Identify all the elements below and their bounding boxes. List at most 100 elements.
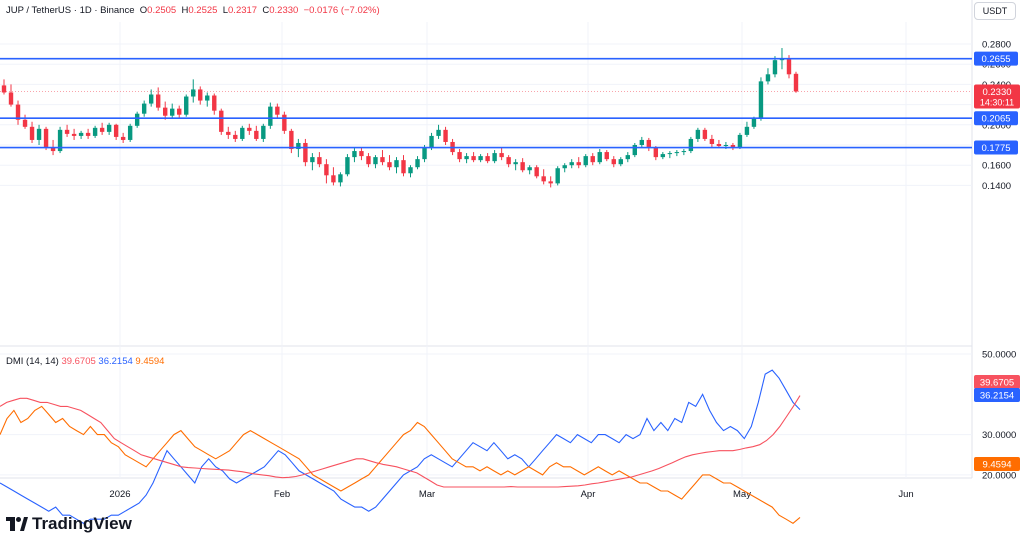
price-tick-label: 0.2000 <box>982 120 1011 131</box>
candle-body <box>366 156 371 165</box>
candle-body <box>499 153 504 158</box>
candle-body <box>485 156 490 162</box>
high-value: 0.2525 <box>188 5 218 16</box>
candle-body <box>71 133 77 136</box>
candle-body <box>702 129 708 139</box>
candle-body <box>555 168 560 184</box>
candle-body <box>793 73 799 92</box>
candle-body <box>226 131 231 135</box>
candle-body <box>597 152 602 163</box>
dmi-adx-value: 39.6705 <box>61 356 96 367</box>
level-price-label: 0.1775 <box>981 143 1010 154</box>
candle-body <box>177 108 182 115</box>
open-value: 0.2505 <box>147 5 177 16</box>
candle-body <box>22 119 28 127</box>
candle-body <box>520 162 525 171</box>
high-label: H <box>181 5 189 16</box>
candle-body <box>191 89 196 97</box>
candle-body <box>422 148 427 160</box>
price-tick-label: 0.1400 <box>982 181 1011 192</box>
candle-body <box>57 129 63 152</box>
candle-body <box>436 129 441 136</box>
brand-name: TradingView <box>32 514 132 533</box>
candle-body <box>765 74 771 82</box>
candle-body <box>611 159 616 165</box>
tradingview-logo[interactable]: TradingView <box>6 514 132 534</box>
candle-body <box>688 138 694 152</box>
candle-body <box>464 156 469 160</box>
candle-body <box>751 118 757 127</box>
candle-body <box>317 157 322 165</box>
close-value: 0.2330 <box>269 5 299 16</box>
candle-body <box>639 139 645 145</box>
candle-body <box>667 153 673 155</box>
candle-body <box>170 108 175 116</box>
level-price-tag <box>974 111 1018 126</box>
symbol-label: JUP / TetherUS · 1D · Binance <box>6 5 135 16</box>
candle-body <box>163 107 168 116</box>
currency-unit-button[interactable]: USDT <box>974 2 1016 20</box>
minus-di-value-tag-label: 9.4594 <box>982 460 1011 471</box>
candle-body <box>134 113 140 126</box>
time-tick-label: Apr <box>581 489 596 500</box>
candle-body <box>247 127 252 131</box>
dmi-tick-label: 20.0000 <box>982 470 1016 481</box>
candle-body <box>730 145 736 149</box>
candle-body <box>457 152 462 160</box>
dmi-tick-label: 50.0000 <box>982 350 1016 361</box>
symbol-header: JUP / TetherUS · 1D · Binance O0.2505 H0… <box>6 5 380 16</box>
candle-body <box>681 151 687 153</box>
candle-body <box>443 129 448 142</box>
candle-body <box>429 135 434 149</box>
candle-body <box>478 156 483 161</box>
candle-body <box>408 167 413 174</box>
candle-body <box>632 145 637 156</box>
candle-body <box>36 128 42 140</box>
time-tick-label: Feb <box>274 489 290 500</box>
candle-body <box>268 106 273 126</box>
candle-body <box>716 143 722 147</box>
candle-body <box>492 153 497 162</box>
candle-body <box>394 160 399 168</box>
candle-body <box>513 162 518 165</box>
level-price-label: 0.2065 <box>981 114 1010 125</box>
close-label: C <box>262 5 270 16</box>
dmi-name: DMI (14, 14) <box>6 356 59 367</box>
adx-value-tag <box>974 375 1020 389</box>
candle-body <box>1 85 7 93</box>
candle-body <box>548 181 553 184</box>
candle-body <box>275 106 280 115</box>
candle-body <box>240 127 245 139</box>
candle-body <box>674 152 680 154</box>
candle-body <box>695 129 701 139</box>
candle-body <box>506 157 511 165</box>
candle-body <box>324 164 329 176</box>
candle-body <box>43 128 49 148</box>
change-value: −0.0176 (−7.02%) <box>303 5 380 16</box>
candle-body <box>709 138 715 144</box>
candle-body <box>618 159 623 165</box>
last-price-label: 0.2330 <box>982 87 1011 98</box>
candle-body <box>786 58 792 75</box>
last-price-tag <box>974 84 1020 109</box>
time-tick-label: Jun <box>898 489 913 500</box>
candle-body <box>254 130 259 139</box>
level-price-tag <box>974 51 1018 66</box>
candle-body <box>310 157 315 163</box>
candle-body <box>772 60 778 75</box>
candle-body <box>604 152 609 160</box>
candle-body <box>401 160 406 174</box>
candle-body <box>387 162 392 168</box>
candle-body <box>590 156 595 163</box>
candle-body <box>205 95 210 101</box>
candle-body <box>219 110 224 132</box>
low-label: L <box>222 5 229 16</box>
candle-body <box>527 167 532 171</box>
candle-body <box>373 157 378 165</box>
time-tick-label: 2026 <box>109 489 130 500</box>
candle-body <box>583 156 588 166</box>
candle-body <box>78 132 84 136</box>
open-label: O <box>139 5 148 16</box>
adx-value-tag-label: 39.6705 <box>980 378 1014 389</box>
